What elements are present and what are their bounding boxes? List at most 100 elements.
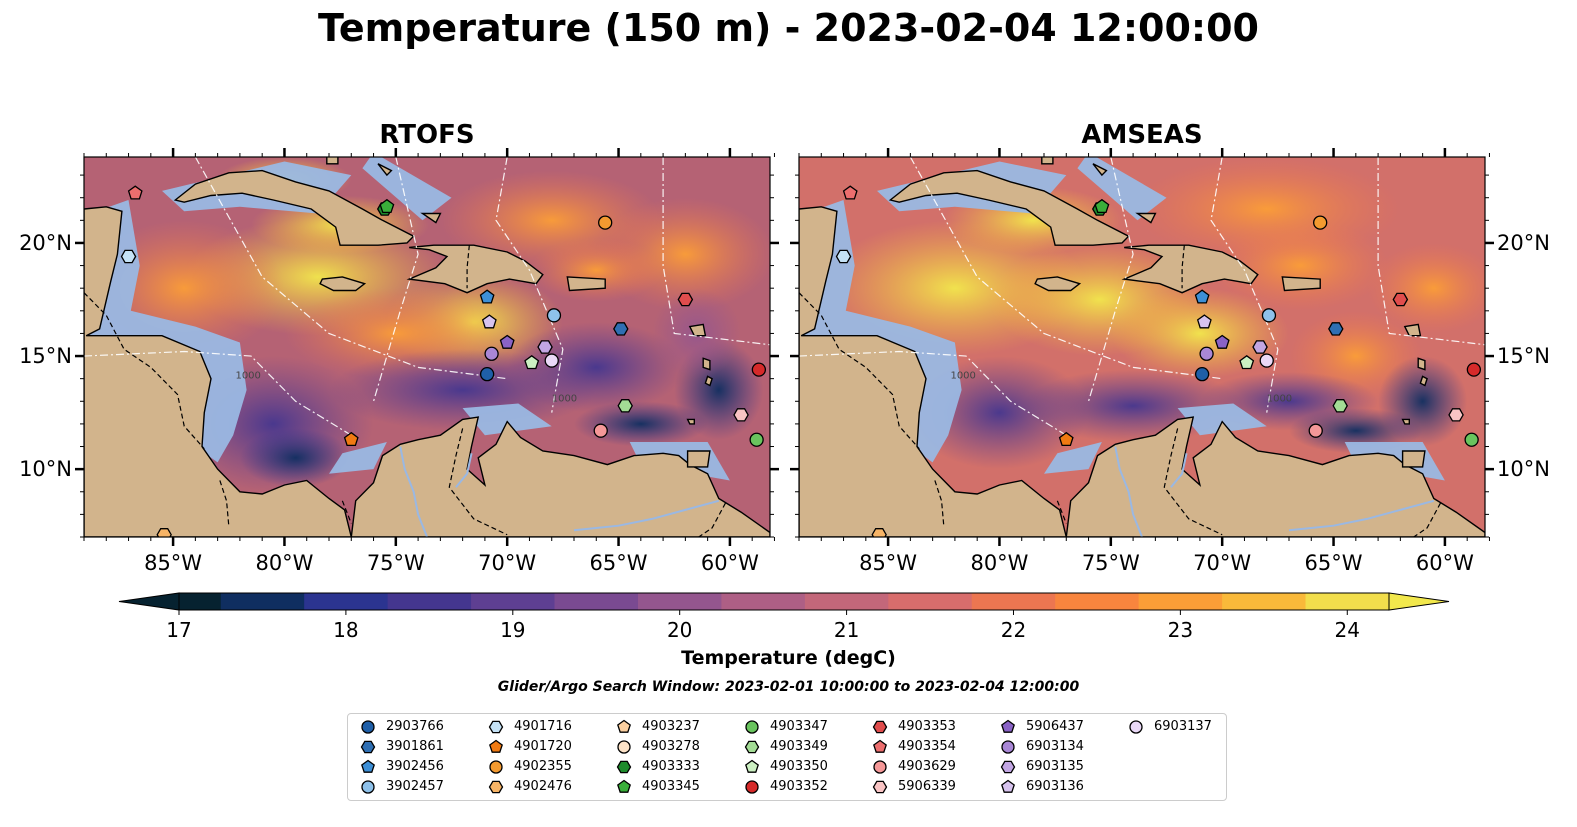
float-marker-6903135	[537, 340, 553, 354]
temperature-anomaly	[574, 401, 708, 447]
legend-item-4903354: 4903354	[872, 737, 956, 757]
land-mass	[702, 357, 711, 371]
legend-marker	[1129, 719, 1143, 734]
isobath-label: 1000	[950, 371, 975, 382]
colorbar-min-extend	[118, 592, 180, 611]
country-border	[84, 292, 205, 450]
hexagon-marker-icon	[616, 760, 632, 773]
land-mass	[406, 244, 544, 294]
lat-label: 10°N	[1497, 457, 1550, 481]
float-marker-2903766	[479, 366, 495, 382]
legend-label: 4903349	[770, 739, 828, 754]
float-marker-4903345	[1094, 198, 1110, 214]
float-marker-4903629	[1308, 423, 1323, 438]
legend-marker	[1001, 739, 1015, 754]
float-marker-3902456	[479, 289, 495, 304]
pentagon-marker-icon	[489, 739, 503, 753]
panel-title-rtofs: RTOFS	[379, 120, 475, 150]
float-marker-4903353	[1392, 292, 1409, 307]
pentagon-marker-icon	[361, 759, 375, 773]
land-mass	[686, 450, 711, 468]
colorbar-band	[1138, 593, 1223, 610]
float-marker-6903137	[544, 353, 559, 368]
land-mass	[84, 206, 353, 537]
land-mass	[319, 276, 367, 292]
float-marker-4903347	[749, 432, 764, 447]
country-border	[1163, 428, 1223, 536]
circle-marker-icon	[489, 759, 503, 774]
land-mass	[799, 206, 1068, 537]
temperature-anomaly	[440, 170, 664, 271]
legend-marker	[872, 780, 888, 793]
lon-label: 65°W	[1305, 551, 1363, 575]
float-marker-3902457	[546, 308, 562, 323]
circle-marker-icon	[1001, 739, 1015, 754]
legend-marker	[488, 720, 504, 733]
float-marker-5906339	[1448, 408, 1464, 422]
float-marker-3901861	[613, 322, 629, 336]
legend-label: 6903136	[1026, 779, 1084, 794]
land-mass	[1121, 244, 1259, 294]
legend-item-4902476: 4902476	[488, 777, 572, 797]
river	[573, 499, 720, 532]
river	[455, 453, 473, 488]
colorbar-tick-label: 24	[1335, 618, 1360, 642]
float-marker-3902456	[1194, 289, 1210, 304]
isobath-label: 1000	[235, 371, 260, 382]
float-marker-4903353	[677, 292, 694, 307]
map-panel-rtofs: 1000 1000	[84, 157, 770, 537]
colorbar-tick-label: 21	[834, 618, 859, 642]
legend-item-4902355: 4902355	[488, 757, 572, 777]
float-marker-4902355	[598, 215, 613, 230]
country-border	[1056, 500, 1067, 524]
lon-label: 85°W	[859, 551, 917, 575]
hexagon-marker-icon	[872, 780, 888, 793]
temperature-anomaly	[507, 322, 686, 413]
river	[1114, 446, 1143, 537]
land-mass	[1041, 157, 1054, 165]
land-mass	[1417, 357, 1426, 371]
hexagon-marker-icon	[488, 780, 504, 793]
map-frame	[798, 156, 1486, 538]
legend-marker	[361, 759, 375, 773]
legend-marker	[488, 780, 504, 793]
legend: 2903766 3901861 3902456 3902457 4901716 49017…	[347, 713, 1227, 801]
legend-item-4903629: 4903629	[872, 757, 956, 777]
legend-label: 4903347	[770, 719, 828, 734]
land-mass	[1065, 416, 1485, 537]
land-mass	[1034, 276, 1082, 292]
colorbar: 17 18 19 20 21 22 23 24	[118, 592, 1450, 642]
float-marker-6903136	[1196, 314, 1212, 329]
land-mass	[688, 323, 707, 337]
legend-item-4903345: 4903345	[616, 777, 700, 797]
temperature-anomaly	[1378, 356, 1468, 447]
legend-marker	[745, 759, 759, 773]
temperature-anomaly	[1133, 157, 1401, 262]
legend-marker	[1001, 779, 1015, 793]
circle-marker-icon	[1129, 719, 1143, 734]
pentagon-marker-icon	[617, 719, 631, 733]
land-mass	[1401, 450, 1426, 468]
eez-boundary	[495, 157, 564, 413]
colorbar-tick-label: 18	[333, 618, 358, 642]
search-window-text: Glider/Argo Search Window: 2023-02-01 10…	[497, 679, 1080, 695]
legend-item-3901861: 3901861	[360, 737, 444, 757]
shallow-shelf	[1044, 442, 1102, 474]
colorbar-band	[721, 593, 806, 610]
hexagon-marker-icon	[488, 720, 504, 733]
colorbar-tick-label: 22	[1001, 618, 1026, 642]
eez-boundary	[1210, 157, 1279, 413]
float-marker-4903350	[524, 354, 540, 370]
float-marker-4902476	[871, 528, 887, 537]
country-border	[341, 500, 352, 524]
pentagon-marker-icon	[1001, 779, 1015, 793]
circle-marker-icon	[361, 779, 375, 794]
legend-item-6903136: 6903136	[1000, 777, 1084, 797]
float-marker-4901720	[343, 431, 359, 447]
land-mass	[1092, 163, 1108, 177]
legend-marker	[872, 720, 888, 733]
lat-label: 20°N	[1497, 231, 1550, 255]
float-marker-4903354	[842, 185, 858, 200]
legend-label: 3902456	[386, 759, 444, 774]
float-marker-4903629	[593, 423, 608, 438]
